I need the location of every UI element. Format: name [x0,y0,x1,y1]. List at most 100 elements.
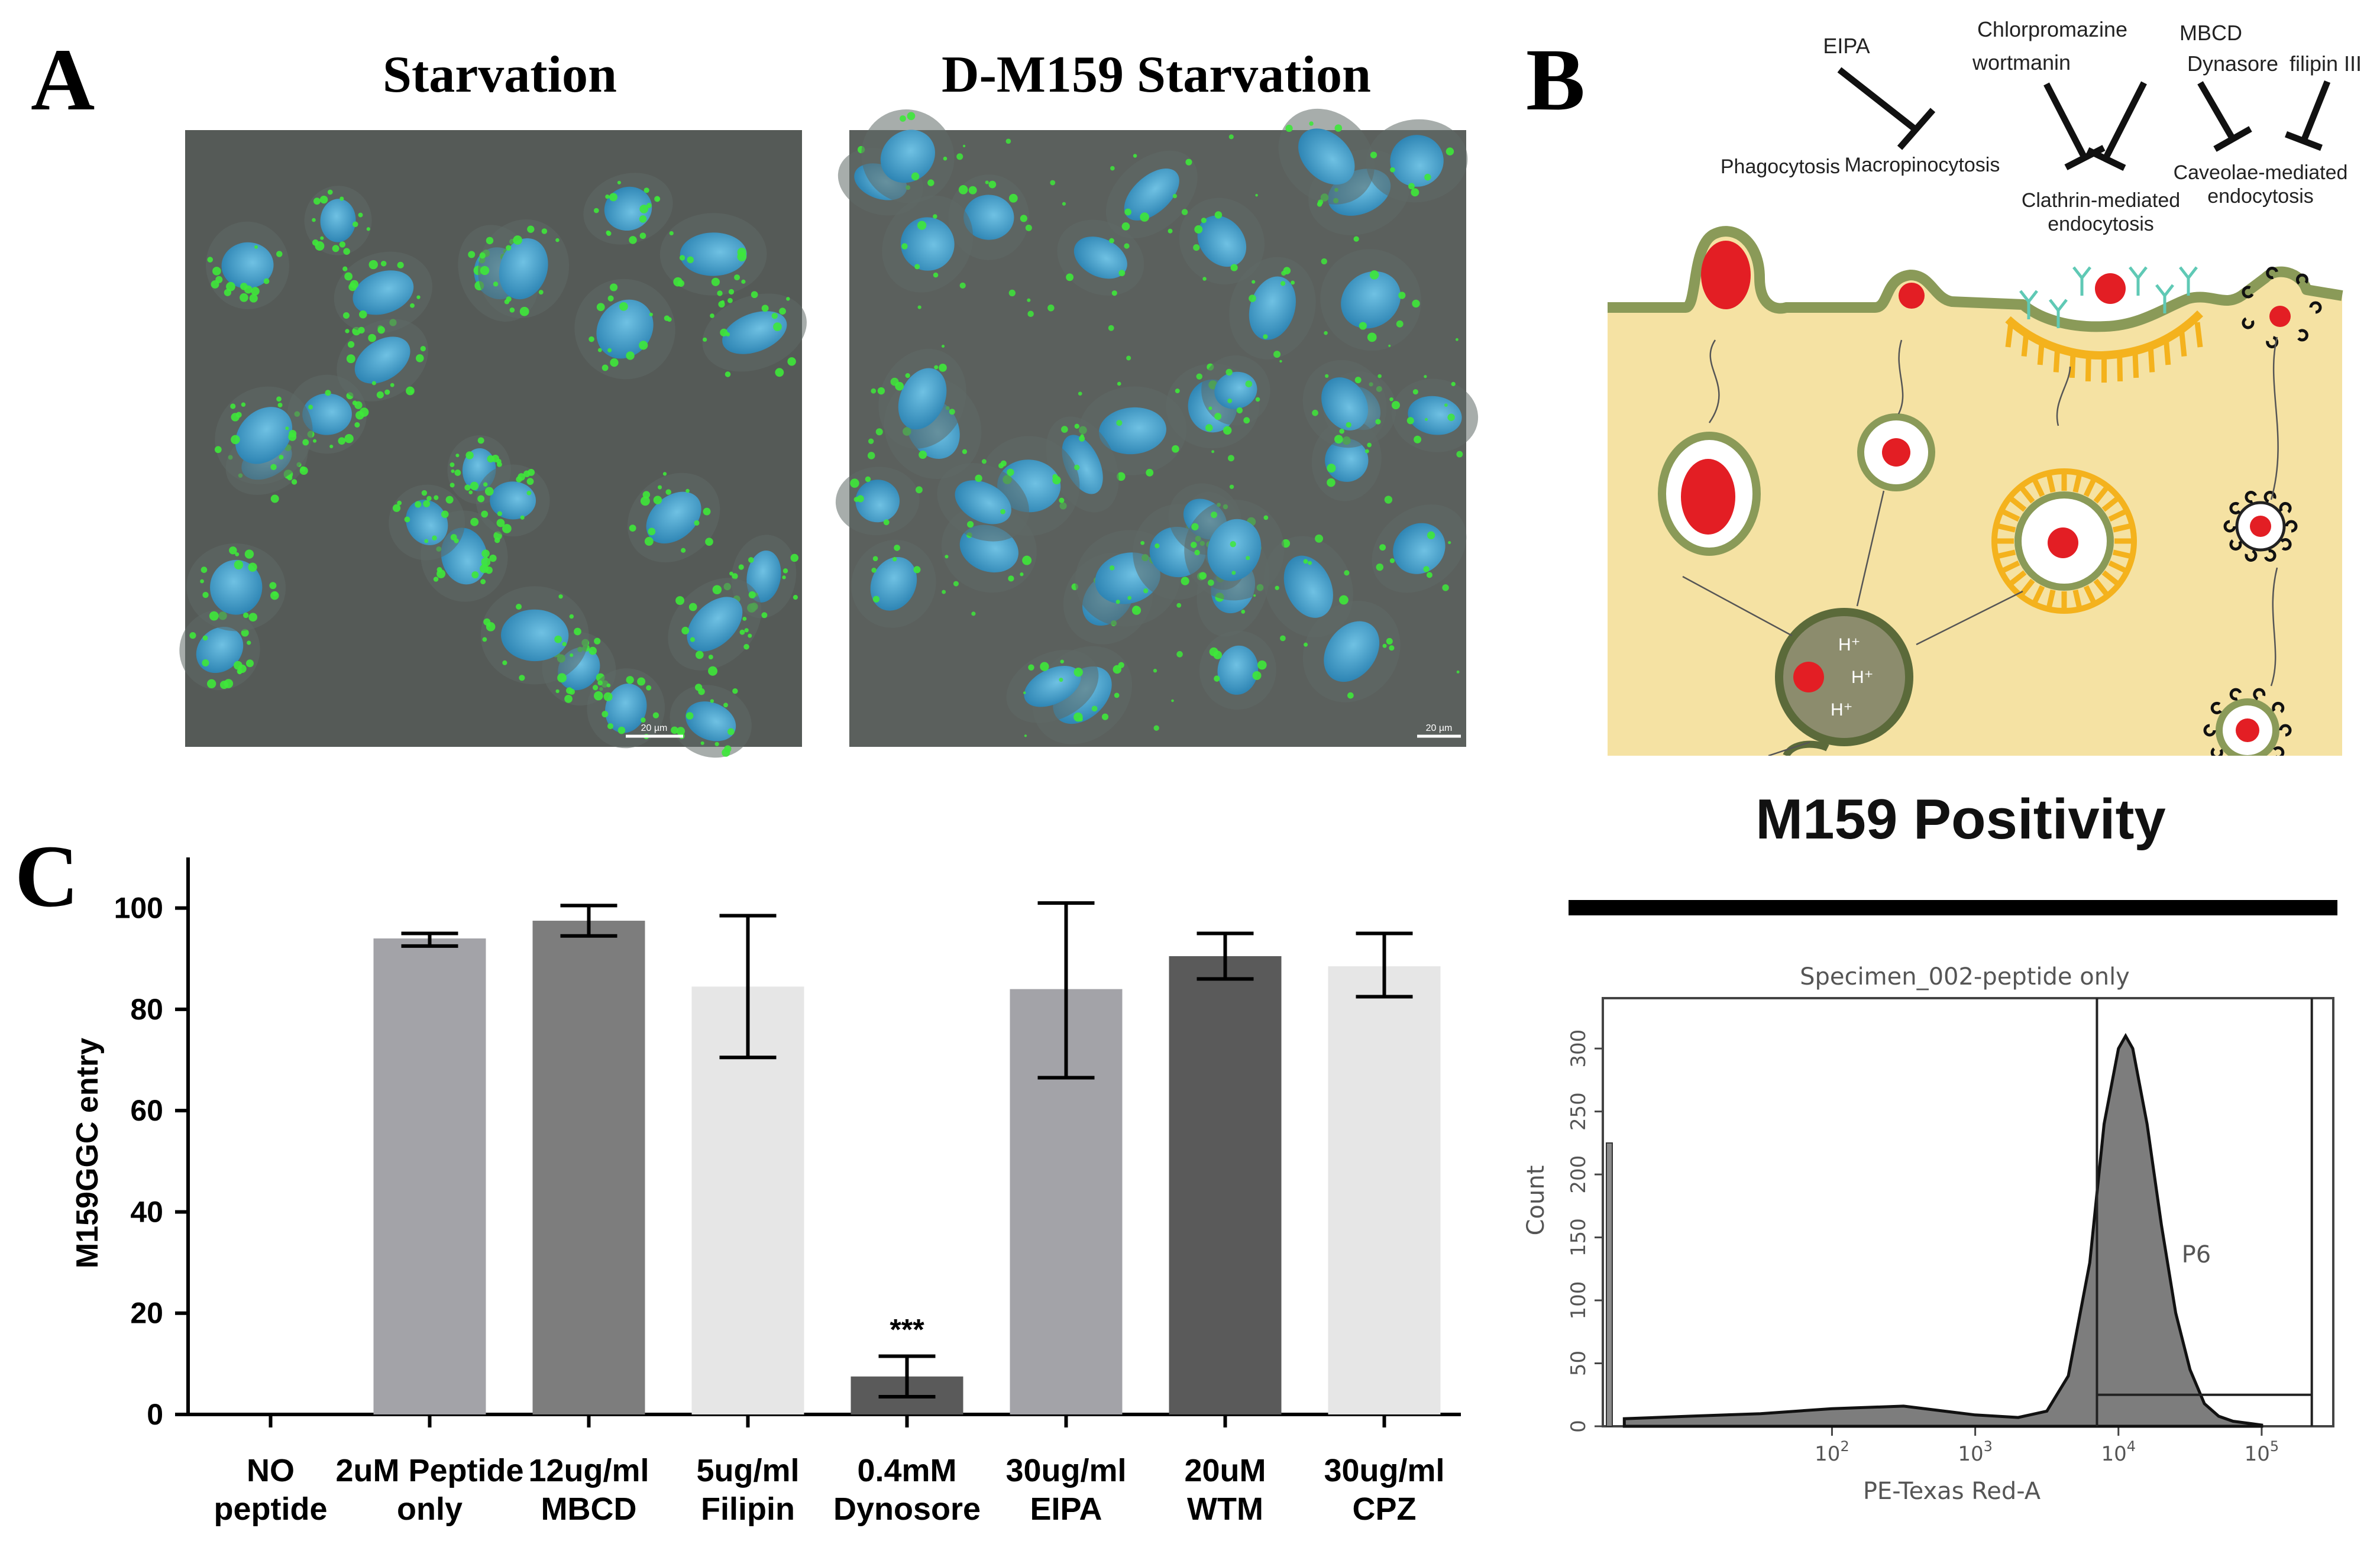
fluorescent-puncta [914,264,920,270]
fluorescent-puncta [366,227,370,231]
fluorescent-puncta [1176,651,1183,658]
fluorescent-puncta [432,535,437,540]
fluorescent-puncta [270,464,277,470]
fluorescent-puncta [714,742,719,746]
fluorescent-puncta [468,251,476,258]
fluorescent-puncta [782,568,788,574]
fluorescent-puncta [1202,277,1207,281]
fluorescent-puncta [1214,413,1222,420]
fluorescent-puncta [1334,435,1343,444]
fluorescent-puncta [639,215,647,223]
fluorescent-puncta [1367,332,1377,342]
fluorescent-puncta [1448,540,1451,545]
cell-nucleus [1249,276,1296,340]
fluorescent-puncta [319,195,328,204]
fluorescent-puncta [215,276,223,283]
fluorescent-puncta [1176,603,1182,608]
proton-1: H⁺ [1838,635,1861,655]
fluorescent-puncta [1280,635,1286,642]
fluorescent-puncta [1391,401,1400,410]
fluorescent-puncta [688,603,697,611]
clathrin-coat-pit [2005,310,2203,360]
clathrin-coat-teeth [2005,322,2203,383]
flow-y-ticks: 0 50 100 150 200 250 300 [1567,1030,1603,1433]
fluorescent-puncta [1024,734,1027,737]
fluorescent-puncta [249,294,258,303]
fluorescent-puncta [368,334,376,342]
fluorescent-puncta [872,556,878,561]
fluorescent-puncta [894,545,900,551]
fluorescent-puncta [1172,445,1179,453]
cell-nucleus [406,500,448,545]
fluorescent-puncta [368,260,378,270]
fluorescent-puncta [685,712,694,720]
fluorescent-puncta [1214,675,1220,682]
cell-nucleus [354,336,410,384]
fluorescent-puncta [1346,422,1351,428]
fluorescent-puncta [202,591,209,598]
flow-x-tick-label: 105 [2245,1438,2279,1466]
fluorescent-puncta [519,306,529,316]
cell-nucleus [353,270,414,315]
fluorescent-puncta [518,473,525,481]
cell-nucleus [1298,128,1355,185]
fluorescent-puncta [240,293,248,302]
fluorescent-puncta [723,702,728,708]
cell-nucleus [900,217,955,271]
fluorescent-puncta [1347,692,1354,699]
fluorescent-puncta [338,437,346,445]
fluorescent-puncta [424,539,429,543]
fluorescent-puncta [962,144,966,148]
cell-nucleus [501,609,569,662]
fluorescent-puncta [377,326,385,334]
fluorescent-puncta [1225,368,1233,376]
fluorescent-puncta [1369,270,1379,280]
flow-y-tick-label: 0 [1567,1420,1590,1433]
flow-y-tick-label: 300 [1567,1030,1590,1068]
fluorescent-puncta [354,422,360,428]
fluorescent-puncta [1073,712,1083,722]
fluorescent-puncta [397,261,404,268]
fluorescent-puncta [905,373,910,378]
fluorescent-puncta [605,194,610,199]
fluorescent-puncta [384,389,390,395]
fluorescent-puncta [712,585,722,594]
phagocytosis-cargo [1701,241,1751,309]
fluorescent-puncta [392,504,401,512]
category-label: 30ug/ml [1324,1453,1444,1488]
fluorescent-puncta [653,496,662,504]
fluorescent-puncta [941,344,945,348]
fluorescent-puncta [872,595,880,603]
fluorescent-puncta [219,681,228,689]
cell-nucleus [1024,666,1081,707]
fluorescent-puncta [1140,212,1149,222]
fluorescent-puncta [779,307,786,315]
panel-a-right-title: D-M159 Starvation [942,46,1371,103]
fluorescent-puncta [480,564,489,574]
fluorescent-puncta [350,280,359,289]
fluorescent-puncta [470,481,479,490]
fluorescent-puncta [1447,413,1455,421]
fluorescent-puncta [667,317,672,322]
fluorescent-puncta [354,401,363,409]
fluorescent-puncta [626,351,635,360]
fluorescent-puncta [658,485,662,490]
label-mbcd: MBCD [2179,21,2242,45]
fluorescent-puncta [1213,650,1223,659]
fluorescent-puncta [865,476,871,483]
panel-a-left-title: Starvation [383,46,617,103]
fluorescent-puncta [481,549,490,558]
fluorescent-puncta [410,303,415,308]
fluorescent-puncta [639,232,646,239]
cell-nucleus [1390,135,1444,187]
fluorescent-puncta [1190,542,1197,548]
fluorescent-puncta [962,449,968,454]
fluorescent-puncta [610,283,618,292]
fluorescent-puncta [1424,375,1427,378]
fluorescent-puncta [238,664,247,674]
fluorescent-puncta [1303,559,1308,564]
fluorescent-puncta [1008,193,1018,203]
fluorescent-puncta [479,252,486,259]
cell-nucleus [898,368,947,430]
